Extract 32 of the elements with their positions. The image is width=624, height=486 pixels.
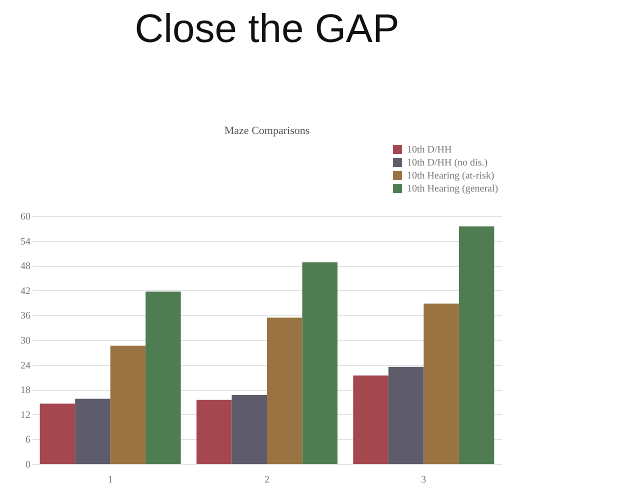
bar <box>146 292 181 464</box>
bar <box>196 400 232 464</box>
y-tick-label: 30 <box>20 336 30 346</box>
bar <box>267 318 302 464</box>
y-tick-label: 36 <box>20 310 30 322</box>
x-tick-label: 2 <box>264 474 270 486</box>
bar <box>424 304 459 464</box>
bar <box>302 262 338 464</box>
y-tick-label: 18 <box>20 385 30 396</box>
y-tick-label: 0 <box>26 460 30 470</box>
y-tick-label: 60 <box>20 212 30 222</box>
bar <box>458 226 494 464</box>
y-tick-label: 54 <box>20 236 30 248</box>
y-tick-label: 6 <box>26 434 30 446</box>
y-tick-label: 24 <box>20 360 30 372</box>
y-tick-label: 12 <box>20 410 30 421</box>
chart-subtitle: Maze Comparisons <box>224 125 310 137</box>
x-tick-label: 3 <box>421 474 426 486</box>
y-tick-label: 42 <box>20 286 30 297</box>
legend-label: 10th D/HH <box>407 144 452 156</box>
bar <box>388 366 424 464</box>
y-tick-label: 48 <box>20 261 30 272</box>
legend-label: 10th Hearing (general) <box>407 184 498 194</box>
bar <box>353 376 388 464</box>
legend-label: 10th D/HH (no dis.) <box>407 158 488 168</box>
bar <box>75 398 110 464</box>
bar <box>110 346 146 464</box>
chart-title: Close the GAP <box>134 7 400 51</box>
bar <box>40 404 76 464</box>
legend-label: 10th Hearing (at-risk) <box>407 170 494 182</box>
x-tick-label: 1 <box>108 474 113 486</box>
bar <box>232 394 267 464</box>
